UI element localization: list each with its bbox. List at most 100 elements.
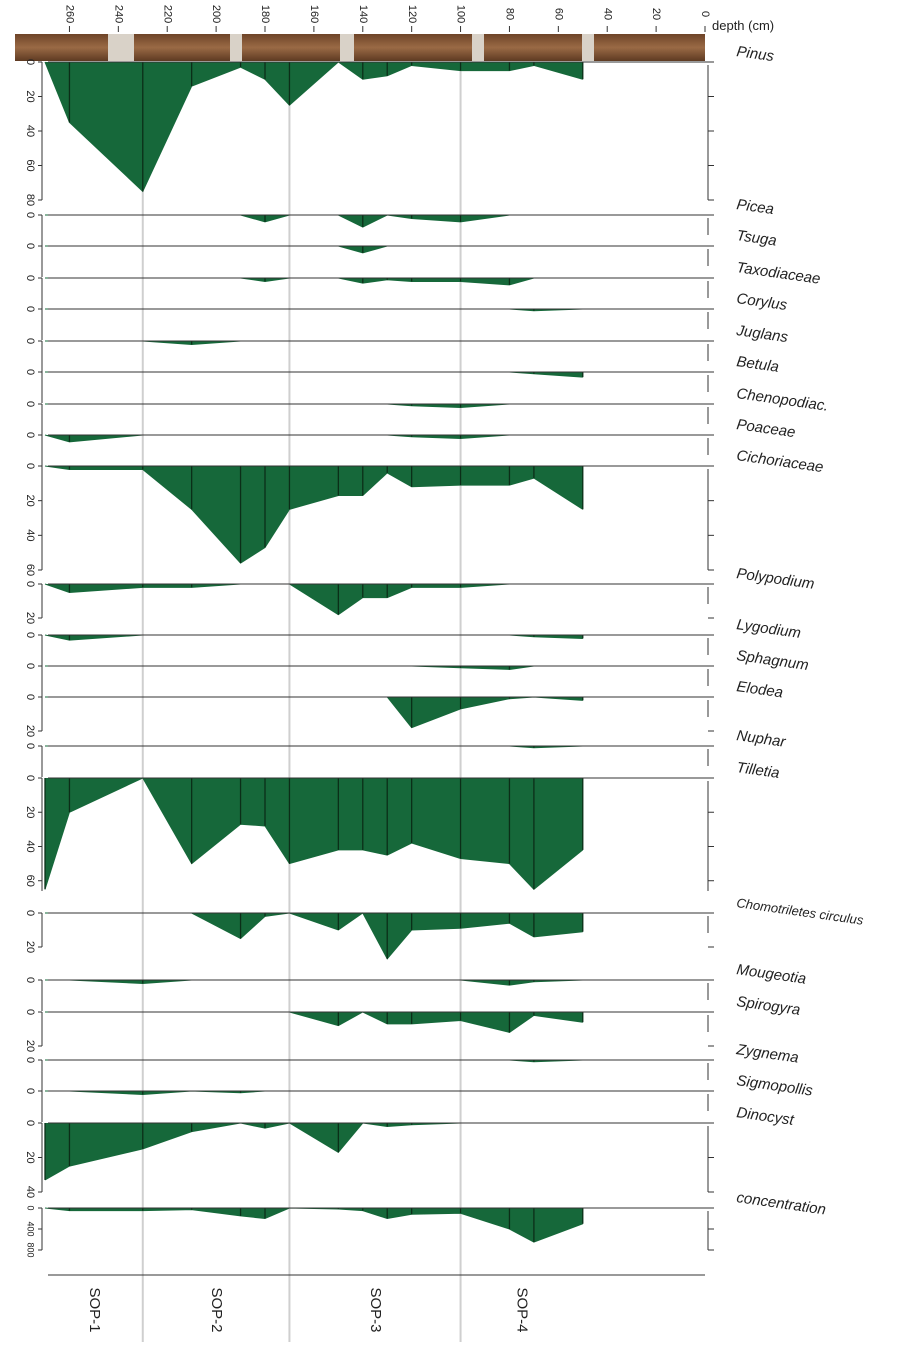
pollen-diagram: depth (cm) 02040608010012014016018020022…	[0, 0, 897, 1342]
area-fill	[45, 1123, 583, 1180]
y-tick-label: 0	[24, 432, 36, 438]
taxon-label: Chenopodiac.	[735, 385, 829, 415]
x-tick-label: 0	[699, 11, 711, 17]
taxon-panel: 0 Picea	[24, 196, 775, 246]
y-tick-label: 0	[24, 275, 36, 281]
core-photo	[15, 34, 705, 61]
taxon-label: Nuphar	[735, 727, 787, 751]
x-tick-label: 120	[406, 5, 418, 23]
taxon-label: Sigmopollis	[735, 1072, 814, 1100]
x-tick-label: 60	[552, 8, 564, 20]
taxon-panel: 0 Tsuga	[24, 227, 778, 277]
taxon-panel: 0 Chenopodiac.	[24, 385, 829, 435]
y-tick-label: 20	[24, 495, 36, 507]
y-tick-label: 40	[24, 125, 36, 137]
y-tick-label: 0	[24, 59, 36, 65]
taxon-panel: 0 20 40 60 Tilletia	[24, 759, 781, 891]
y-tick-label: 0	[24, 369, 36, 375]
y-tick-label: 0	[24, 910, 36, 916]
y-tick-label: 0	[24, 581, 36, 587]
y-tick-label: 0	[24, 977, 36, 983]
y-tick-label: 60	[24, 564, 36, 576]
taxon-label: Polypodium	[735, 565, 815, 593]
y-tick-label: 0	[24, 338, 36, 344]
area-fill	[45, 778, 583, 889]
area-fill	[45, 697, 583, 728]
area-fill	[45, 246, 583, 253]
y-tick-label: 800	[26, 1242, 36, 1257]
taxon-panel: 0 20 Chomotriletes circulus	[24, 895, 865, 959]
x-tick-label: 80	[504, 8, 516, 20]
y-tick-label: 0	[24, 463, 36, 469]
y-tick-label: 60	[24, 875, 36, 887]
taxon-label: Mougeotia	[735, 961, 807, 988]
taxon-panel: 0 Mougeotia	[24, 961, 807, 1011]
y-tick-label: 20	[24, 806, 36, 818]
x-tick-label: 220	[161, 5, 173, 23]
y-tick-label: 0	[24, 743, 36, 749]
taxon-label: Corylus	[735, 290, 788, 314]
x-tick-label: 100	[455, 5, 467, 23]
y-tick-label: 0	[24, 306, 36, 312]
y-tick-label: 20	[24, 941, 36, 953]
zone-label: SOP-3	[367, 1287, 384, 1332]
area-fill	[45, 215, 583, 227]
taxon-panel: 0 Nuphar	[24, 727, 787, 777]
y-tick-label: 0	[24, 694, 36, 700]
taxon-label: Picea	[735, 196, 775, 218]
area-outline	[45, 372, 583, 377]
y-tick-label: 20	[24, 612, 36, 624]
taxon-panel: 0 Lygodium	[24, 616, 802, 666]
y-tick-label: 20	[24, 1040, 36, 1052]
taxon-label: Betula	[735, 353, 779, 376]
y-tick-label: 0	[24, 243, 36, 249]
y-tick-label: 0	[24, 632, 36, 638]
y-tick-label: 20	[24, 90, 36, 102]
x-tick-label: 200	[210, 5, 222, 23]
taxon-label: Taxodiaceae	[735, 259, 821, 288]
y-tick-label: 0	[24, 663, 36, 669]
taxon-label: Elodea	[735, 678, 784, 701]
area-outline	[45, 697, 583, 728]
taxon-label: Chomotriletes circulus	[736, 895, 865, 928]
x-tick-label: 160	[308, 5, 320, 23]
y-tick-label: 40	[24, 1186, 36, 1198]
y-tick-label: 20	[24, 725, 36, 737]
y-tick-label: 0	[24, 1009, 36, 1015]
area-fill	[45, 435, 583, 442]
y-tick-label: 20	[24, 1151, 36, 1163]
x-axis-label: depth (cm)	[712, 18, 774, 33]
area-outline	[45, 215, 583, 227]
y-tick-label: 40	[24, 529, 36, 541]
taxon-label: Tsuga	[735, 227, 777, 249]
y-tick-label: 60	[24, 159, 36, 171]
taxon-label: Dinocyst	[735, 1104, 795, 1129]
y-tick-label: 0	[24, 212, 36, 218]
taxon-panel: 0 Corylus	[24, 290, 789, 340]
x-tick-label: 260	[64, 5, 76, 23]
taxon-label: Tilletia	[735, 759, 780, 782]
area-fill	[45, 341, 583, 344]
y-tick-label: 400	[26, 1221, 36, 1236]
y-tick-label: 40	[24, 840, 36, 852]
x-tick-label: 240	[112, 5, 124, 23]
x-tick-label: 140	[357, 5, 369, 23]
taxon-panel: 0 20 Spirogyra	[24, 993, 801, 1052]
area-fill	[45, 62, 583, 191]
taxon-label: concentration	[735, 1189, 827, 1218]
taxon-label: Sphagnum	[735, 647, 809, 674]
taxon-panel: 0 400 800 concentration	[26, 1189, 827, 1257]
y-tick-label: 0	[26, 1205, 36, 1210]
y-tick-label: 0	[24, 1120, 36, 1126]
area-fill	[45, 913, 583, 959]
taxon-label: Zygnema	[734, 1041, 799, 1067]
x-tick-label: 20	[650, 8, 662, 20]
taxon-label: Lygodium	[735, 616, 802, 642]
zone-label: SOP-1	[86, 1287, 103, 1332]
taxon-label: Spirogyra	[735, 993, 801, 1019]
y-tick-label: 0	[24, 775, 36, 781]
